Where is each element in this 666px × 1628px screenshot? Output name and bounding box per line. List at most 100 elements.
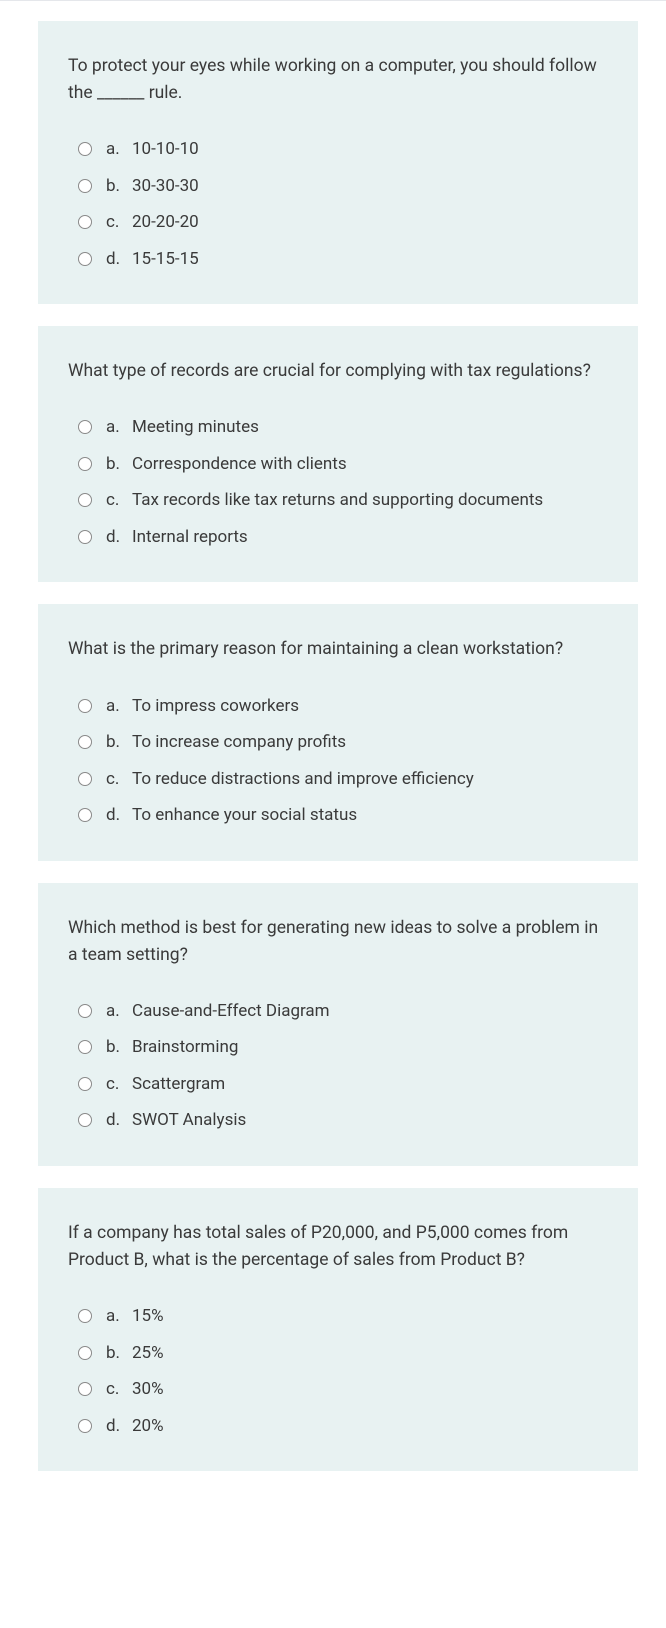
radio-button[interactable]: [78, 457, 92, 471]
option-text: To reduce distractions and improve effic…: [132, 767, 474, 793]
radio-button[interactable]: [78, 420, 92, 434]
radio-button[interactable]: [78, 1077, 92, 1091]
option-letter: a.: [106, 137, 132, 163]
option-letter: c.: [106, 767, 132, 793]
option-text: 20-20-20: [132, 210, 199, 236]
option-row[interactable]: a. Meeting minutes: [78, 415, 608, 441]
option-row[interactable]: d. Internal reports: [78, 525, 608, 551]
question-wrapper: If a company has total sales of P20,000,…: [38, 1188, 638, 1471]
option-text: 15-15-15: [132, 247, 199, 273]
question-card: What type of records are crucial for com…: [38, 326, 638, 582]
option-letter: d.: [106, 1108, 132, 1134]
option-letter: b.: [106, 1341, 132, 1367]
radio-button[interactable]: [78, 1309, 92, 1323]
question-prompt: Which method is best for generating new …: [68, 915, 608, 969]
option-text: Correspondence with clients: [132, 452, 347, 478]
option-text: 20%: [132, 1414, 164, 1440]
option-text: 15%: [132, 1304, 164, 1330]
radio-button[interactable]: [78, 493, 92, 507]
option-letter: d.: [106, 525, 132, 551]
question-prompt: If a company has total sales of P20,000,…: [68, 1220, 608, 1274]
option-letter: a.: [106, 999, 132, 1025]
option-letter: c.: [106, 210, 132, 236]
option-row[interactable]: a. Cause-and-Effect Diagram: [78, 999, 608, 1025]
option-row[interactable]: c. To reduce distractions and improve ef…: [78, 767, 608, 793]
radio-button[interactable]: [78, 808, 92, 822]
radio-button[interactable]: [78, 215, 92, 229]
option-row[interactable]: c. 20-20-20: [78, 210, 608, 236]
quiz-container: To protect your eyes while working on a …: [0, 0, 666, 1471]
option-letter: b.: [106, 1035, 132, 1061]
question-wrapper: Which method is best for generating new …: [38, 883, 638, 1166]
option-row[interactable]: c. Scattergram: [78, 1072, 608, 1098]
option-row[interactable]: b. Correspondence with clients: [78, 452, 608, 478]
options-list: a. To impress coworkers b. To increase c…: [68, 694, 608, 829]
radio-button[interactable]: [78, 1346, 92, 1360]
option-row[interactable]: b. 30-30-30: [78, 174, 608, 200]
option-row[interactable]: b. 25%: [78, 1341, 608, 1367]
radio-button[interactable]: [78, 772, 92, 786]
question-card: Which method is best for generating new …: [38, 883, 638, 1166]
option-letter: d.: [106, 803, 132, 829]
option-letter: d.: [106, 247, 132, 273]
radio-button[interactable]: [78, 1040, 92, 1054]
option-text: Tax records like tax returns and support…: [132, 488, 543, 514]
question-wrapper: To protect your eyes while working on a …: [38, 21, 638, 304]
option-text: 25%: [132, 1341, 164, 1367]
option-row[interactable]: b. Brainstorming: [78, 1035, 608, 1061]
option-row[interactable]: d. 20%: [78, 1414, 608, 1440]
option-letter: b.: [106, 174, 132, 200]
radio-button[interactable]: [78, 530, 92, 544]
option-letter: c.: [106, 488, 132, 514]
option-row[interactable]: d. SWOT Analysis: [78, 1108, 608, 1134]
option-letter: a.: [106, 415, 132, 441]
option-row[interactable]: a. To impress coworkers: [78, 694, 608, 720]
options-list: a. Cause-and-Effect Diagram b. Brainstor…: [68, 999, 608, 1134]
radio-button[interactable]: [78, 179, 92, 193]
option-row[interactable]: d. To enhance your social status: [78, 803, 608, 829]
options-list: a. 10-10-10 b. 30-30-30 c. 20-20-20 d. 1…: [68, 137, 608, 272]
option-letter: b.: [106, 452, 132, 478]
option-text: 10-10-10: [132, 137, 199, 163]
question-prompt: What type of records are crucial for com…: [68, 358, 608, 385]
option-row[interactable]: b. To increase company profits: [78, 730, 608, 756]
radio-button[interactable]: [78, 1419, 92, 1433]
option-row[interactable]: a. 15%: [78, 1304, 608, 1330]
question-prompt: What is the primary reason for maintaini…: [68, 636, 608, 663]
question-card: What is the primary reason for maintaini…: [38, 604, 638, 860]
question-card: If a company has total sales of P20,000,…: [38, 1188, 638, 1471]
question-wrapper: What type of records are crucial for com…: [38, 326, 638, 582]
radio-button[interactable]: [78, 1004, 92, 1018]
option-text: To impress coworkers: [132, 694, 299, 720]
question-prompt: To protect your eyes while working on a …: [68, 53, 608, 107]
option-text: Scattergram: [132, 1072, 225, 1098]
option-letter: d.: [106, 1414, 132, 1440]
radio-button[interactable]: [78, 142, 92, 156]
option-text: Meeting minutes: [132, 415, 259, 441]
option-text: Brainstorming: [132, 1035, 238, 1061]
option-text: To enhance your social status: [132, 803, 357, 829]
option-letter: c.: [106, 1377, 132, 1403]
option-letter: b.: [106, 730, 132, 756]
option-text: SWOT Analysis: [132, 1108, 246, 1134]
options-list: a. Meeting minutes b. Correspondence wit…: [68, 415, 608, 550]
option-row[interactable]: a. 10-10-10: [78, 137, 608, 163]
option-text: To increase company profits: [132, 730, 346, 756]
radio-button[interactable]: [78, 735, 92, 749]
option-text: 30-30-30: [132, 174, 199, 200]
radio-button[interactable]: [78, 699, 92, 713]
option-row[interactable]: c. Tax records like tax returns and supp…: [78, 488, 608, 514]
option-letter: a.: [106, 1304, 132, 1330]
option-row[interactable]: c. 30%: [78, 1377, 608, 1403]
question-wrapper: What is the primary reason for maintaini…: [38, 604, 638, 860]
option-text: Cause-and-Effect Diagram: [132, 999, 330, 1025]
option-letter: c.: [106, 1072, 132, 1098]
options-list: a. 15% b. 25% c. 30% d. 20%: [68, 1304, 608, 1439]
radio-button[interactable]: [78, 252, 92, 266]
option-row[interactable]: d. 15-15-15: [78, 247, 608, 273]
option-letter: a.: [106, 694, 132, 720]
radio-button[interactable]: [78, 1382, 92, 1396]
radio-button[interactable]: [78, 1113, 92, 1127]
option-text: 30%: [132, 1377, 164, 1403]
option-text: Internal reports: [132, 525, 248, 551]
